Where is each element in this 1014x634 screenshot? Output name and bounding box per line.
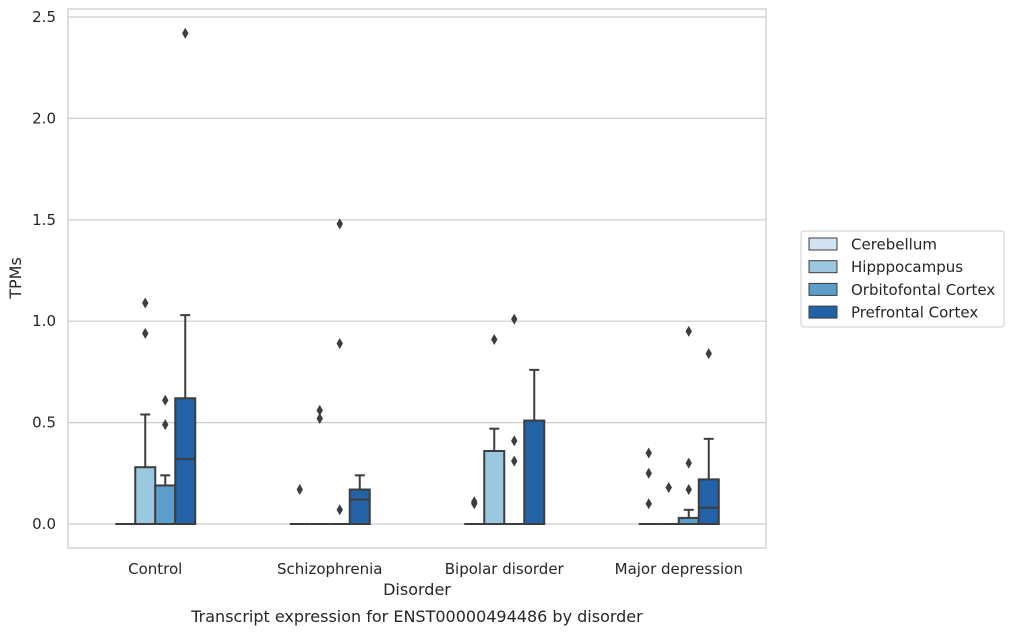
outlier-point [142, 297, 149, 309]
y-tick-label: 1.0 [32, 312, 56, 330]
x-tick-label: Major depression [615, 560, 743, 578]
box [348, 488, 371, 525]
box-group [464, 496, 485, 525]
outlier-point [645, 447, 652, 459]
outlier-point [162, 419, 169, 431]
legend-frame [800, 230, 1005, 328]
box-group [504, 313, 525, 525]
outlier-point [182, 27, 189, 39]
legend-swatch [808, 305, 838, 319]
y-tick-label: 2.5 [32, 8, 56, 26]
outlier-point [336, 504, 343, 516]
box-group [523, 368, 546, 525]
plot-boxes [115, 27, 720, 526]
outlier-point [685, 457, 692, 469]
outlier-point [685, 325, 692, 337]
legend-swatch [808, 260, 838, 274]
box-group [134, 297, 157, 526]
outlier-point [511, 313, 518, 325]
outlier-point [471, 496, 478, 508]
box [134, 466, 157, 526]
box-group [309, 404, 330, 525]
y-axis-label: TPMs [6, 257, 25, 300]
outlier-point [645, 498, 652, 510]
y-tick-label: 1.5 [32, 211, 56, 229]
outlier-point [336, 338, 343, 350]
box [154, 484, 177, 525]
outlier-point [336, 218, 343, 230]
legend: Cerebellum Hipppocampus Orbitofontal Corte… [800, 230, 1005, 328]
outlier-point [665, 481, 672, 493]
grid-lines [68, 16, 766, 525]
box-group [329, 218, 350, 525]
box-group [289, 484, 310, 525]
outlier-point [316, 404, 323, 416]
y-tick-label: 0.0 [32, 515, 56, 533]
box-group [658, 481, 679, 525]
y-tick-label: 2.0 [32, 109, 56, 127]
legend-label: Cerebellum [851, 236, 937, 254]
outlier-point [511, 455, 518, 467]
box [697, 478, 720, 526]
box-group [638, 447, 659, 525]
box-group [483, 333, 506, 526]
outlier-point [162, 394, 169, 406]
outlier-point [645, 467, 652, 479]
y-axis: 0.0 0.5 1.0 1.5 2.0 2.5 [32, 8, 56, 533]
legend-label: Prefrontal Cortex [851, 304, 978, 322]
box-group [174, 27, 197, 526]
legend-label: Hipppocampus [851, 258, 963, 276]
box [523, 419, 546, 525]
box-group [154, 394, 177, 525]
legend-swatch [808, 237, 838, 251]
outlier-point [296, 484, 303, 496]
box-group [697, 348, 720, 526]
legend-label: Orbitofontal Cortex [851, 281, 995, 299]
x-axis: Control Schizophrenia Bipolar disorder Majo… [128, 560, 743, 578]
x-tick-label: Schizophrenia [277, 560, 382, 578]
outlier-point [511, 435, 518, 447]
box-group [348, 474, 371, 525]
legend-swatch [808, 282, 838, 296]
box [174, 397, 197, 526]
outlier-point [316, 413, 323, 425]
box-group [677, 325, 700, 526]
outlier-point [685, 484, 692, 496]
x-tick-label: Control [128, 560, 182, 578]
outlier-point [142, 327, 149, 339]
box [483, 449, 506, 526]
plot-frame [67, 8, 767, 549]
outlier-point [491, 333, 498, 345]
x-axis-label: Disorder [383, 580, 451, 599]
x-tick-label: Bipolar disorder [445, 560, 565, 578]
chart-caption: Transcript expression for ENST0000049448… [190, 607, 643, 626]
y-tick-label: 0.5 [32, 414, 56, 432]
outlier-point [705, 348, 712, 360]
